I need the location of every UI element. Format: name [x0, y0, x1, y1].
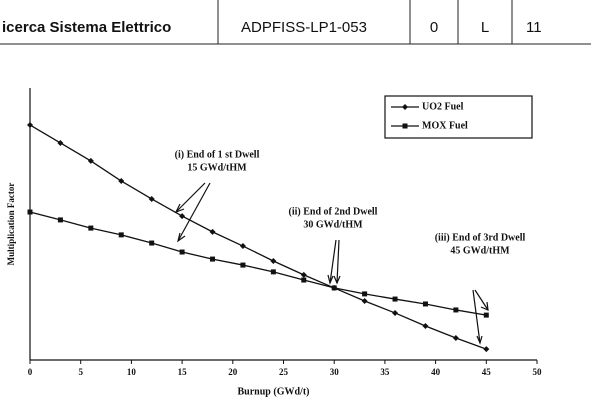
- x-tick-label: 0: [28, 367, 33, 377]
- header-table: [0, 0, 591, 45]
- annotation: 30 GWd/tHM: [303, 219, 363, 230]
- point: [179, 249, 185, 255]
- point: [422, 301, 428, 307]
- x-tick-label: 35: [380, 367, 390, 377]
- x-tick-label: 40: [431, 367, 441, 377]
- annotation: (iii) End of 3rd Dwell: [435, 232, 526, 243]
- legend-marker: [402, 104, 408, 110]
- arrows: [174, 182, 489, 345]
- annotation: (i) End of 1 st Dwell: [175, 149, 260, 160]
- point: [300, 271, 307, 278]
- point: [240, 262, 246, 268]
- document-id: ADPFISS-LP1-053: [241, 19, 367, 36]
- point: [331, 285, 337, 291]
- distribution: L: [481, 19, 489, 36]
- point: [483, 312, 489, 318]
- point: [57, 139, 64, 146]
- legend-marker: [402, 123, 408, 129]
- point: [210, 256, 216, 262]
- x-tick-label: 45: [482, 367, 492, 377]
- page-number: 11: [526, 19, 542, 36]
- x-tick-label: 20: [228, 367, 238, 377]
- point: [239, 243, 246, 250]
- annotation: (ii) End of 2nd Dwell: [289, 206, 378, 217]
- point: [57, 217, 63, 223]
- x-tick-label: 5: [78, 367, 83, 377]
- series-line: [29, 124, 487, 350]
- annotation: 45 GWd/tHM: [450, 245, 510, 256]
- x-tick-label: 30: [330, 367, 340, 377]
- x-tick-label: 10: [127, 367, 137, 377]
- point: [149, 240, 155, 246]
- point: [452, 334, 459, 341]
- annotation: 15 GWd/tHM: [187, 162, 247, 173]
- point: [27, 209, 33, 215]
- x-tick-label: 25: [279, 367, 289, 377]
- point: [270, 269, 276, 275]
- x-tick-label: 15: [178, 367, 188, 377]
- x-axis-label: Burnup (GWd/t): [238, 386, 310, 397]
- x-tick-label: 50: [533, 367, 543, 377]
- legend-label: MOX Fuel: [422, 120, 468, 131]
- point: [270, 257, 277, 264]
- point: [88, 225, 94, 231]
- point: [179, 213, 186, 220]
- point: [422, 323, 429, 329]
- point: [392, 309, 399, 316]
- point: [87, 157, 94, 164]
- point: [301, 277, 307, 283]
- point: [209, 228, 216, 235]
- point: [148, 195, 155, 202]
- point: [118, 178, 125, 185]
- revision: 0: [430, 19, 438, 36]
- point: [361, 297, 368, 304]
- legend-box: [384, 95, 533, 139]
- y-axis-label: Multiplication Factor: [6, 183, 16, 266]
- organization: icerca Sistema Elettrico: [2, 19, 171, 36]
- point: [27, 121, 33, 128]
- point: [392, 296, 398, 302]
- point: [483, 346, 490, 353]
- point: [362, 291, 368, 297]
- point: [118, 232, 124, 238]
- point: [453, 307, 459, 313]
- legend-label: UO2 Fuel: [422, 101, 464, 112]
- series-line: [29, 211, 487, 316]
